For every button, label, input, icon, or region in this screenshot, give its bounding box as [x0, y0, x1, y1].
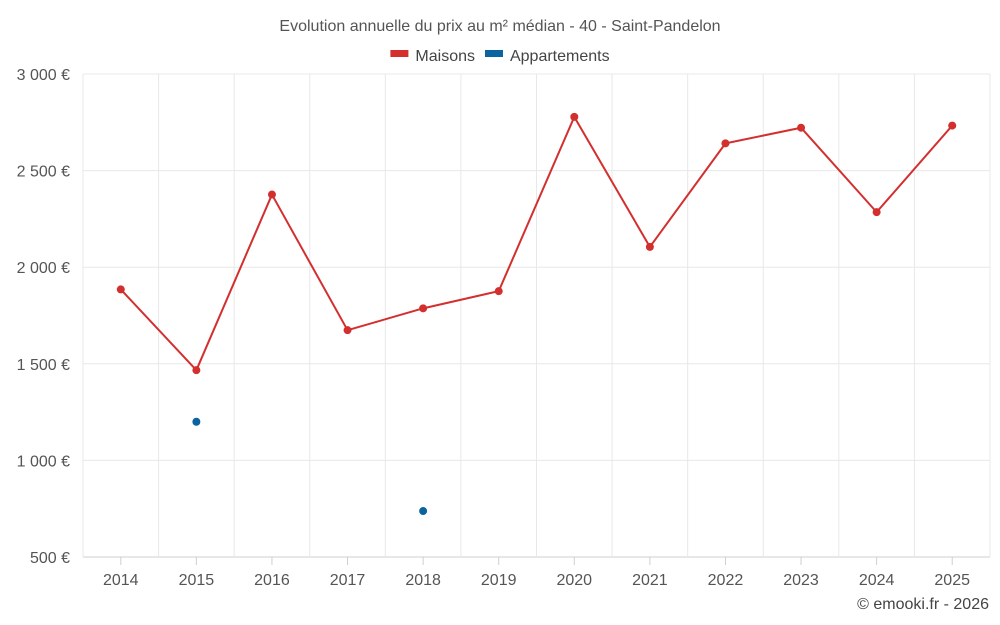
legend-swatch: [390, 50, 409, 57]
grid: [82, 73, 991, 558]
series-maisons: [116, 112, 957, 375]
x-tick-label: 2020: [556, 572, 592, 589]
data-point[interactable]: [419, 507, 428, 516]
x-tick-label: 2023: [783, 572, 819, 589]
data-point[interactable]: [116, 285, 125, 294]
y-tick-label: 3 000 €: [17, 67, 70, 84]
data-point[interactable]: [570, 112, 579, 121]
x-tick-label: 2025: [934, 572, 970, 589]
x-tick-label: 2015: [179, 572, 215, 589]
data-point[interactable]: [721, 139, 730, 148]
x-tick-label: 2024: [859, 572, 895, 589]
y-tick-label: 1 500 €: [17, 357, 70, 374]
legend-item-maisons[interactable]: Maisons: [390, 48, 475, 65]
x-tick-label: 2016: [254, 572, 290, 589]
data-point[interactable]: [267, 190, 276, 199]
data-point[interactable]: [872, 208, 881, 217]
y-axis: 500 € 1 000 € 1 500 € 2 000 € 2 500 € 3 000 €: [17, 67, 70, 567]
x-tick-label: 2022: [708, 572, 744, 589]
data-point[interactable]: [494, 287, 503, 296]
data-point[interactable]: [948, 121, 957, 130]
data-point[interactable]: [797, 123, 806, 132]
legend-label: Appartements: [510, 48, 610, 65]
chart-title: Evolution annuelle du prix au m² médian …: [279, 18, 720, 35]
data-point[interactable]: [645, 242, 654, 251]
y-tick-label: 2 500 €: [17, 164, 70, 181]
y-tick-label: 500 €: [30, 550, 70, 567]
x-tick-label: 2018: [405, 572, 441, 589]
series-appartements: [192, 417, 428, 516]
data-point[interactable]: [192, 366, 201, 375]
legend-label: Maisons: [415, 48, 475, 65]
plot-area: [116, 112, 957, 516]
y-tick-label: 2 000 €: [17, 260, 70, 277]
x-axis: 2014 2015 2016 2017 2018 2019 2020 2021 2022 2023…: [103, 557, 970, 589]
legend: Maisons Appartements: [390, 48, 610, 65]
x-tick-label: 2021: [632, 572, 668, 589]
x-tick-label: 2019: [481, 572, 517, 589]
data-point[interactable]: [343, 326, 352, 335]
x-tick-label: 2014: [103, 572, 139, 589]
legend-item-appartements[interactable]: Appartements: [484, 48, 610, 65]
data-point[interactable]: [192, 417, 201, 426]
data-point[interactable]: [419, 304, 428, 313]
y-tick-label: 1 000 €: [17, 453, 70, 470]
credit-label: © emooki.fr - 2026: [857, 596, 989, 613]
series-line: [120, 115, 953, 372]
x-tick-label: 2017: [330, 572, 366, 589]
legend-swatch: [484, 50, 503, 57]
